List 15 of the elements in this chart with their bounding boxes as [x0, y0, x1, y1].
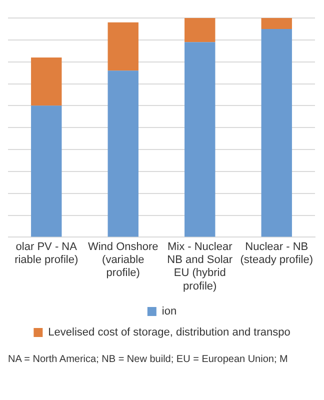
x-tick-label: olar PV - NA riable profile)	[14, 240, 78, 266]
legend-label: ion	[162, 306, 177, 318]
bar	[31, 57, 62, 106]
legend-label: Levelised cost of storage, distribution and transpo	[48, 326, 290, 339]
bar	[261, 28, 292, 237]
bar	[31, 106, 62, 237]
bar	[184, 18, 216, 42]
x-tick-label: Mix - Nuclear NB and Solar EU (hybrid profile)	[167, 240, 233, 292]
x-tick-label: Wind Onshore (variable profile)	[88, 240, 158, 280]
bar	[184, 42, 216, 237]
x-tick-label: Nuclear - NB (steady profile)	[240, 240, 314, 266]
bar	[261, 18, 292, 29]
bar	[108, 22, 138, 71]
bar	[108, 70, 138, 237]
text: NA = North America; NB = New build; EU = European Union; M	[8, 354, 289, 365]
